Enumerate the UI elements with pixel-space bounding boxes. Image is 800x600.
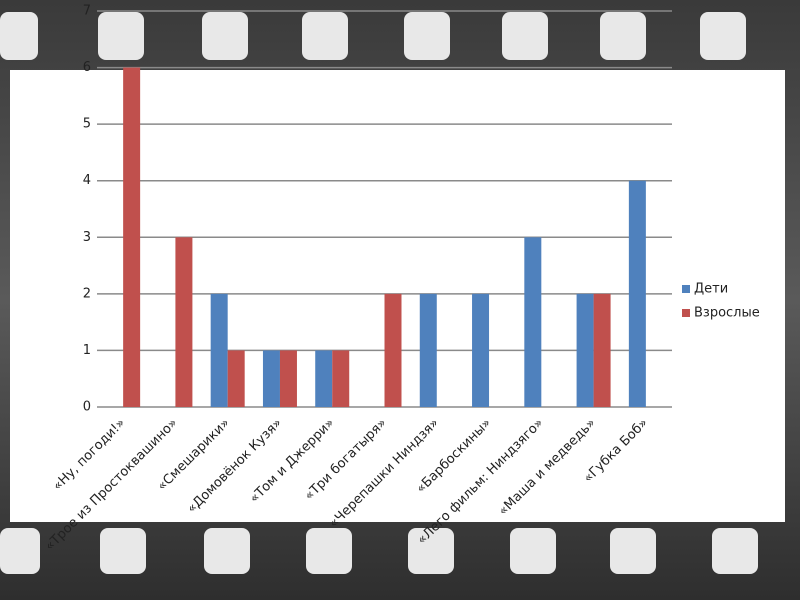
film-holes-bottom <box>0 528 758 574</box>
y-tick-label: 1 <box>83 343 91 358</box>
bar <box>593 293 611 407</box>
y-tick-label: 6 <box>83 60 91 75</box>
bar <box>524 237 542 407</box>
bar <box>210 293 228 407</box>
y-tick-label: 5 <box>83 117 91 132</box>
bar <box>123 67 141 408</box>
legend-swatch <box>682 285 690 293</box>
bar <box>472 293 490 407</box>
y-tick-label: 7 <box>83 4 91 19</box>
bar <box>262 350 280 407</box>
legend-label: Дети <box>694 282 728 297</box>
bar <box>628 180 646 407</box>
bar <box>175 237 193 407</box>
y-tick-label: 0 <box>83 400 91 415</box>
bar <box>332 350 350 407</box>
film-holes-top <box>0 12 746 60</box>
y-tick-label: 2 <box>83 286 91 301</box>
legend-swatch <box>682 309 690 317</box>
legend-label: Взрослые <box>694 306 760 321</box>
bar <box>315 350 333 407</box>
bar <box>279 350 297 407</box>
bar <box>227 350 245 407</box>
bar <box>384 293 402 407</box>
bar <box>419 293 437 407</box>
y-tick-label: 3 <box>83 230 91 245</box>
bar <box>576 293 594 407</box>
y-tick-label: 4 <box>83 173 91 188</box>
